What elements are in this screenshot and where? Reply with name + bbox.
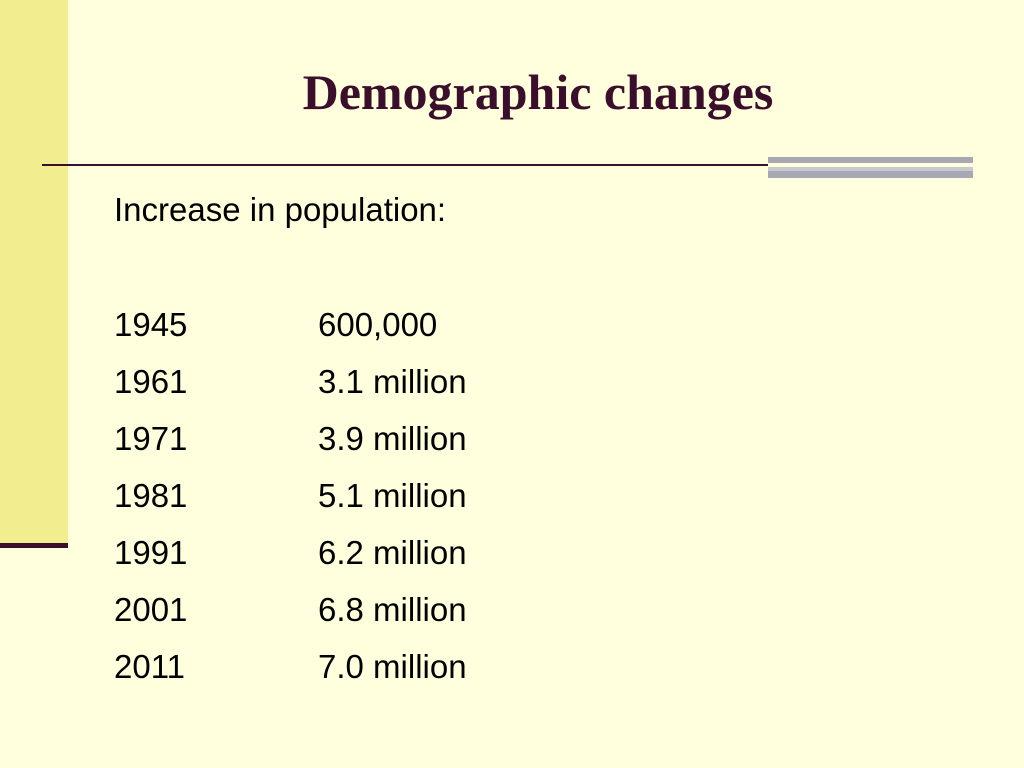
row-population: 5.1 million	[318, 477, 467, 514]
row-population: 7.0 million	[318, 648, 467, 685]
title-divider	[42, 164, 768, 166]
row-population: 6.8 million	[318, 591, 467, 628]
accent-bar-middle	[768, 167, 973, 171]
intro-text: Increase in population:	[114, 191, 447, 228]
row-population: 3.9 million	[318, 420, 467, 457]
row-year: 1945	[114, 306, 188, 343]
row-year: 2011	[114, 648, 185, 685]
row-population: 6.2 million	[318, 534, 467, 571]
left-accent-rule	[0, 543, 68, 548]
slide-body: Increase in population:	[114, 190, 446, 230]
row-year: 1981	[114, 477, 188, 514]
population-row: 1971 3.9 million	[114, 417, 467, 474]
row-year: 1991	[114, 534, 188, 571]
row-year: 2001	[114, 591, 188, 628]
row-population: 600,000	[318, 306, 438, 343]
population-list: 1945 600,000 1961 3.1 million 1971 3.9 m…	[114, 303, 467, 702]
accent-bar-top	[768, 157, 973, 163]
row-population: 3.1 million	[318, 363, 467, 400]
row-year: 1961	[114, 363, 188, 400]
population-row: 1961 3.1 million	[114, 360, 467, 417]
population-row: 2011 7.0 million	[114, 645, 467, 702]
left-accent-band	[0, 0, 68, 543]
row-year: 1971	[114, 420, 188, 457]
population-row: 2001 6.8 million	[114, 588, 467, 645]
population-row: 1991 6.2 million	[114, 531, 467, 588]
population-row: 1981 5.1 million	[114, 474, 467, 531]
title-divider-accent	[768, 157, 973, 179]
population-row: 1945 600,000	[114, 303, 467, 360]
slide-title: Demographic changes	[302, 64, 774, 120]
accent-bar-bottom	[768, 171, 973, 178]
